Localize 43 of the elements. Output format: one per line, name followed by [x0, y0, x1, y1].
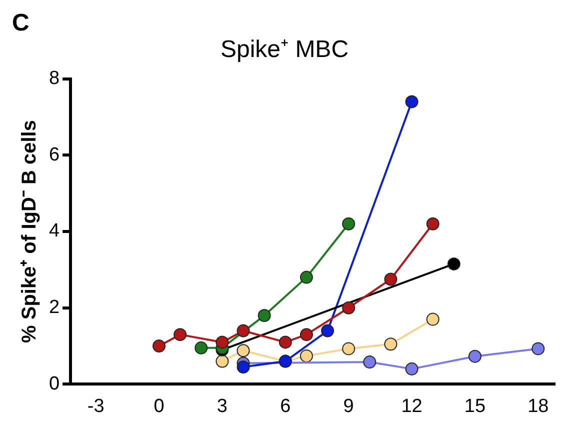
point: [236, 360, 250, 374]
point: [194, 341, 208, 354]
point: [532, 342, 545, 356]
point: [426, 312, 440, 326]
x-tick-label: 18: [528, 396, 549, 417]
text: C: [12, 10, 30, 37]
chart-title: Spike⁺ MBC: [220, 36, 349, 64]
point: [300, 328, 313, 342]
point: [405, 95, 418, 108]
point: [258, 308, 271, 322]
point: [468, 350, 482, 363]
point: [300, 270, 313, 284]
point: [405, 362, 418, 376]
point: [174, 328, 187, 342]
x-tick-label: 3: [216, 396, 228, 417]
point: [216, 336, 229, 349]
point: [384, 338, 398, 351]
point: [236, 324, 250, 338]
point: [152, 340, 166, 353]
point: [342, 301, 356, 314]
x-tick-label: 15: [464, 396, 486, 417]
point: [278, 336, 292, 349]
y-tick-label: 0: [48, 373, 60, 394]
point: [216, 354, 229, 368]
x-tick-label: 6: [280, 396, 291, 417]
point: [236, 344, 250, 358]
point: [363, 356, 376, 369]
x-tick-label: 0: [154, 396, 164, 417]
y-tick-label: 2: [48, 297, 60, 318]
y-axis-title: % Spike⁺ of IgD⁻ B cells: [18, 120, 41, 343]
x-tick-label: 12: [401, 396, 422, 417]
point: [300, 349, 313, 362]
point: [321, 324, 334, 338]
point: [384, 272, 398, 286]
point: [447, 257, 460, 270]
point: [342, 342, 356, 356]
x-tick-label: 9: [343, 396, 354, 417]
x-tick-label: -3: [87, 396, 104, 417]
y-tick-label: 6: [48, 144, 60, 166]
point: [426, 217, 440, 230]
y-tick-label: 4: [48, 220, 60, 242]
y-tick-label: 8: [48, 68, 60, 90]
point: [342, 217, 356, 230]
